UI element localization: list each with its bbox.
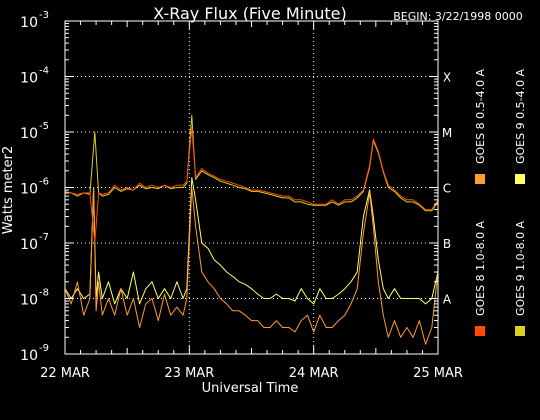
legend-item: GOES 9 1.0-8.0 A <box>514 220 527 336</box>
flare-class-label: M <box>442 126 452 140</box>
y-tick-exponent: -6 <box>39 177 49 188</box>
flare-class-label: A <box>443 293 452 307</box>
y-tick-label: 10 -3 <box>20 10 49 31</box>
y-tick-label: 10 -5 <box>20 121 49 142</box>
flare-class-label: X <box>443 71 451 85</box>
legend-swatch <box>515 174 525 184</box>
y-tick-base: 10 <box>20 293 38 309</box>
x-axis-title: Universal Time <box>202 381 299 396</box>
legend-label: GOES 8 0.5-4.0 A <box>474 68 487 164</box>
y-tick-label: 10 -9 <box>20 343 49 364</box>
begin-date-label: BEGIN: 3/22/1998 0000 <box>393 10 523 23</box>
y-tick-exponent: -5 <box>39 121 49 132</box>
y-tick-base: 10 <box>20 71 38 87</box>
y-tick-exponent: -7 <box>39 232 49 243</box>
x-tick-label: 23 MAR <box>164 366 214 381</box>
y-axis-title: Watts meter2 <box>1 146 16 234</box>
x-tick-label: 24 MAR <box>289 366 339 381</box>
y-tick-label: 10 -6 <box>20 177 49 198</box>
y-tick-base: 10 <box>20 182 38 198</box>
series-line-2 <box>65 114 439 212</box>
flare-class-labels: X M C B A <box>442 71 452 307</box>
x-tick-labels: 22 MAR 23 MAR 24 MAR 25 MAR <box>40 366 463 381</box>
x-tick-label: 22 MAR <box>40 366 90 381</box>
y-tick-labels: 10-310-410-510-610-710-810-9 <box>20 10 49 364</box>
y-tick-base: 10 <box>20 237 38 253</box>
flare-class-label: B <box>443 237 451 251</box>
y-tick-exponent: -8 <box>39 288 49 299</box>
legend-item: GOES 8 1.0-8.0 A <box>474 220 487 336</box>
series-line-3 <box>64 177 439 305</box>
legend-item: GOES 8 0.5-4.0 A <box>474 68 487 184</box>
chart-title: X-Ray Flux (Five Minute) <box>153 4 346 23</box>
y-tick-exponent: -9 <box>39 343 49 354</box>
y-tick-label: 10 -4 <box>20 66 49 87</box>
y-tick-base: 10 <box>20 126 38 142</box>
y-tick-base: 10 <box>20 348 38 364</box>
series-line-1 <box>64 187 439 345</box>
legend-item: GOES 9 0.5-4.0 A <box>514 68 527 184</box>
series-line-0 <box>64 127 439 244</box>
flare-class-label: C <box>443 182 451 196</box>
axis-ticks <box>64 20 439 355</box>
legend-label: GOES 9 1.0-8.0 A <box>514 220 527 316</box>
x-tick-label: 25 MAR <box>413 366 463 381</box>
y-tick-base: 10 <box>20 15 38 31</box>
series-layer <box>64 114 439 345</box>
y-tick-exponent: -4 <box>39 66 49 77</box>
y-tick-label: 10 -8 <box>20 288 49 309</box>
legend: GOES 8 1.0-8.0 A GOES 8 0.5-4.0 A GOES 9 1… <box>474 68 527 336</box>
y-tick-label: 10 -7 <box>20 232 49 253</box>
legend-swatch <box>515 326 525 336</box>
y-tick-exponent: -3 <box>39 10 49 21</box>
legend-label: GOES 9 0.5-4.0 A <box>514 68 527 164</box>
legend-swatch <box>475 174 485 184</box>
legend-swatch <box>475 326 485 336</box>
legend-label: GOES 8 1.0-8.0 A <box>474 220 487 316</box>
